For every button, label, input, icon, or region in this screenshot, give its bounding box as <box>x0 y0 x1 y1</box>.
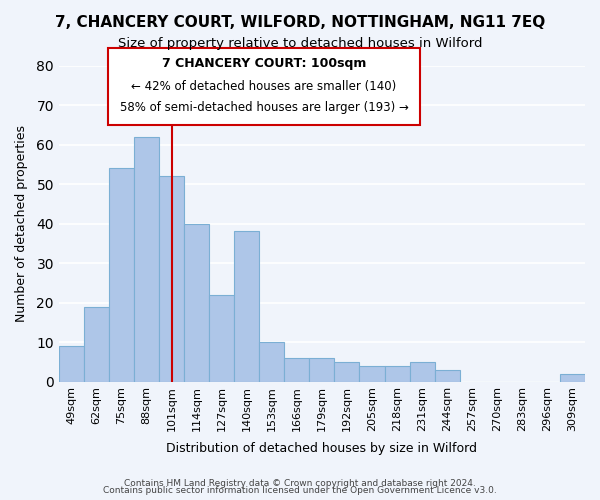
Bar <box>59 346 84 382</box>
Text: 7, CHANCERY COURT, WILFORD, NOTTINGHAM, NG11 7EQ: 7, CHANCERY COURT, WILFORD, NOTTINGHAM, … <box>55 15 545 30</box>
Bar <box>359 366 385 382</box>
Bar <box>334 362 359 382</box>
FancyBboxPatch shape <box>108 48 420 125</box>
Bar <box>184 224 209 382</box>
Bar <box>385 366 410 382</box>
Bar <box>159 176 184 382</box>
Text: ← 42% of detached houses are smaller (140): ← 42% of detached houses are smaller (14… <box>131 80 397 93</box>
Text: Contains public sector information licensed under the Open Government Licence v3: Contains public sector information licen… <box>103 486 497 495</box>
Bar <box>259 342 284 382</box>
Bar <box>234 232 259 382</box>
Text: Contains HM Land Registry data © Crown copyright and database right 2024.: Contains HM Land Registry data © Crown c… <box>124 478 476 488</box>
Bar <box>284 358 310 382</box>
Bar <box>209 294 234 382</box>
Text: Size of property relative to detached houses in Wilford: Size of property relative to detached ho… <box>118 38 482 51</box>
Text: 58% of semi-detached houses are larger (193) →: 58% of semi-detached houses are larger (… <box>119 102 409 114</box>
Bar <box>434 370 460 382</box>
X-axis label: Distribution of detached houses by size in Wilford: Distribution of detached houses by size … <box>166 442 478 455</box>
Bar <box>84 306 109 382</box>
Text: 7 CHANCERY COURT: 100sqm: 7 CHANCERY COURT: 100sqm <box>162 58 366 70</box>
Bar <box>134 136 159 382</box>
Bar <box>109 168 134 382</box>
Bar <box>410 362 434 382</box>
Y-axis label: Number of detached properties: Number of detached properties <box>15 125 28 322</box>
Bar <box>310 358 334 382</box>
Bar <box>560 374 585 382</box>
